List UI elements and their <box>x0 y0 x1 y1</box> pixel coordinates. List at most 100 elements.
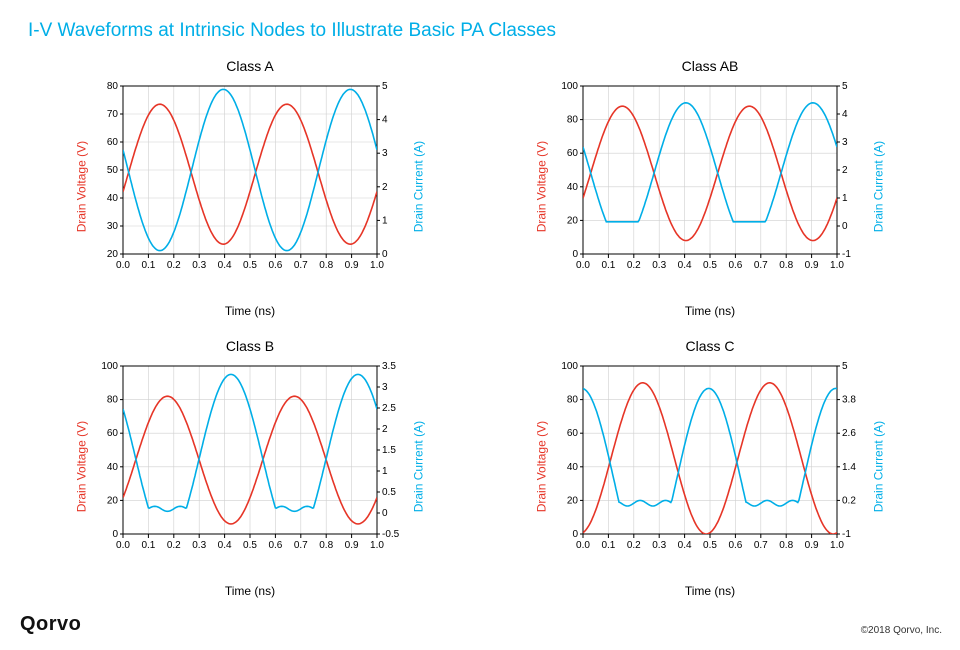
svg-text:1.0: 1.0 <box>370 260 384 271</box>
svg-text:-0.5: -0.5 <box>382 529 400 540</box>
svg-text:0.8: 0.8 <box>319 540 333 551</box>
svg-text:0.9: 0.9 <box>345 540 359 551</box>
svg-text:80: 80 <box>567 115 579 126</box>
svg-text:40: 40 <box>107 462 119 473</box>
y-right-label: Drain Current (A) <box>411 141 425 232</box>
svg-text:20: 20 <box>107 495 119 506</box>
panel-class-c: Class C Drain Voltage (V) Drain Current … <box>500 338 920 598</box>
svg-text:0.3: 0.3 <box>652 540 666 551</box>
svg-text:0.4: 0.4 <box>678 260 692 271</box>
svg-text:0.7: 0.7 <box>754 540 768 551</box>
svg-text:0.4: 0.4 <box>218 540 232 551</box>
svg-text:0.8: 0.8 <box>779 260 793 271</box>
svg-text:40: 40 <box>567 182 579 193</box>
svg-text:80: 80 <box>107 81 119 92</box>
panel-title: Class C <box>500 338 920 354</box>
svg-text:0.6: 0.6 <box>728 260 742 271</box>
y-left-label: Drain Voltage (V) <box>75 141 89 232</box>
svg-text:1: 1 <box>382 215 388 226</box>
x-label: Time (ns) <box>500 584 920 598</box>
svg-text:3: 3 <box>842 137 848 148</box>
svg-text:0.5: 0.5 <box>703 260 717 271</box>
panel-title: Class B <box>40 338 460 354</box>
svg-text:2.6: 2.6 <box>842 428 856 439</box>
plot-svg: 0.00.10.20.30.40.50.60.70.80.91.02030405… <box>95 80 405 278</box>
svg-text:0: 0 <box>382 508 388 519</box>
chart-grid: Class A Drain Voltage (V) Drain Current … <box>40 58 920 598</box>
svg-text:1.5: 1.5 <box>382 445 396 456</box>
svg-text:0.7: 0.7 <box>754 260 768 271</box>
svg-text:0.1: 0.1 <box>141 540 155 551</box>
svg-text:0.2: 0.2 <box>167 260 181 271</box>
svg-text:20: 20 <box>567 215 579 226</box>
plot-area: 0.00.10.20.30.40.50.60.70.80.91.00204060… <box>555 80 865 278</box>
page-title: I-V Waveforms at Intrinsic Nodes to Illu… <box>28 20 556 42</box>
svg-text:-1: -1 <box>842 249 851 260</box>
svg-text:5: 5 <box>842 81 848 92</box>
svg-text:0.8: 0.8 <box>319 260 333 271</box>
svg-text:0.3: 0.3 <box>192 540 206 551</box>
svg-text:3: 3 <box>382 382 388 393</box>
svg-text:0.7: 0.7 <box>294 260 308 271</box>
panel-class-b: Class B Drain Voltage (V) Drain Current … <box>40 338 460 598</box>
svg-text:20: 20 <box>107 249 119 260</box>
y-left-label: Drain Voltage (V) <box>535 141 549 232</box>
svg-text:0.9: 0.9 <box>805 260 819 271</box>
svg-text:0.1: 0.1 <box>601 260 615 271</box>
svg-text:0.6: 0.6 <box>268 540 282 551</box>
svg-text:0.9: 0.9 <box>345 260 359 271</box>
svg-text:0.2: 0.2 <box>627 260 641 271</box>
svg-text:0.9: 0.9 <box>805 540 819 551</box>
svg-text:0.5: 0.5 <box>703 540 717 551</box>
svg-text:1.0: 1.0 <box>370 540 384 551</box>
svg-text:40: 40 <box>107 193 119 204</box>
plot-svg: 0.00.10.20.30.40.50.60.70.80.91.00204060… <box>95 360 405 558</box>
svg-text:2.5: 2.5 <box>382 403 396 414</box>
brand-logo: Qorvo <box>20 613 81 636</box>
plot-svg: 0.00.10.20.30.40.50.60.70.80.91.00204060… <box>555 360 865 558</box>
svg-text:50: 50 <box>107 165 119 176</box>
svg-text:-1: -1 <box>842 529 851 540</box>
svg-text:2: 2 <box>842 165 848 176</box>
svg-text:40: 40 <box>567 462 579 473</box>
svg-text:5: 5 <box>382 81 388 92</box>
svg-text:0.1: 0.1 <box>601 540 615 551</box>
svg-text:0: 0 <box>572 249 578 260</box>
svg-text:1.0: 1.0 <box>830 540 844 551</box>
svg-text:4: 4 <box>382 115 388 126</box>
svg-text:3.5: 3.5 <box>382 361 396 372</box>
y-left-label: Drain Voltage (V) <box>75 421 89 512</box>
svg-text:0.8: 0.8 <box>779 540 793 551</box>
svg-text:100: 100 <box>561 81 578 92</box>
plot-area: 0.00.10.20.30.40.50.60.70.80.91.00204060… <box>555 360 865 558</box>
svg-text:0.2: 0.2 <box>627 540 641 551</box>
svg-text:1.0: 1.0 <box>830 260 844 271</box>
plot-area: 0.00.10.20.30.40.50.60.70.80.91.02030405… <box>95 80 405 278</box>
svg-text:0: 0 <box>382 249 388 260</box>
svg-text:0.0: 0.0 <box>116 260 130 271</box>
svg-text:0.5: 0.5 <box>382 487 396 498</box>
svg-text:80: 80 <box>567 395 579 406</box>
svg-text:2: 2 <box>382 424 388 435</box>
svg-text:0.0: 0.0 <box>116 540 130 551</box>
svg-text:0.2: 0.2 <box>167 540 181 551</box>
svg-text:70: 70 <box>107 109 119 120</box>
svg-text:1.4: 1.4 <box>842 462 856 473</box>
x-label: Time (ns) <box>40 304 460 318</box>
svg-text:60: 60 <box>567 428 579 439</box>
svg-text:0.2: 0.2 <box>842 495 856 506</box>
svg-text:3.8: 3.8 <box>842 395 856 406</box>
svg-text:0.0: 0.0 <box>576 540 590 551</box>
svg-text:30: 30 <box>107 221 119 232</box>
y-left-label: Drain Voltage (V) <box>535 421 549 512</box>
svg-text:3: 3 <box>382 148 388 159</box>
x-label: Time (ns) <box>500 304 920 318</box>
svg-text:100: 100 <box>101 361 118 372</box>
svg-text:0.0: 0.0 <box>576 260 590 271</box>
y-right-label: Drain Current (A) <box>871 421 885 512</box>
svg-text:60: 60 <box>107 428 119 439</box>
svg-text:4: 4 <box>842 109 848 120</box>
panel-title: Class AB <box>500 58 920 74</box>
svg-text:0.4: 0.4 <box>218 260 232 271</box>
svg-text:0: 0 <box>112 529 118 540</box>
